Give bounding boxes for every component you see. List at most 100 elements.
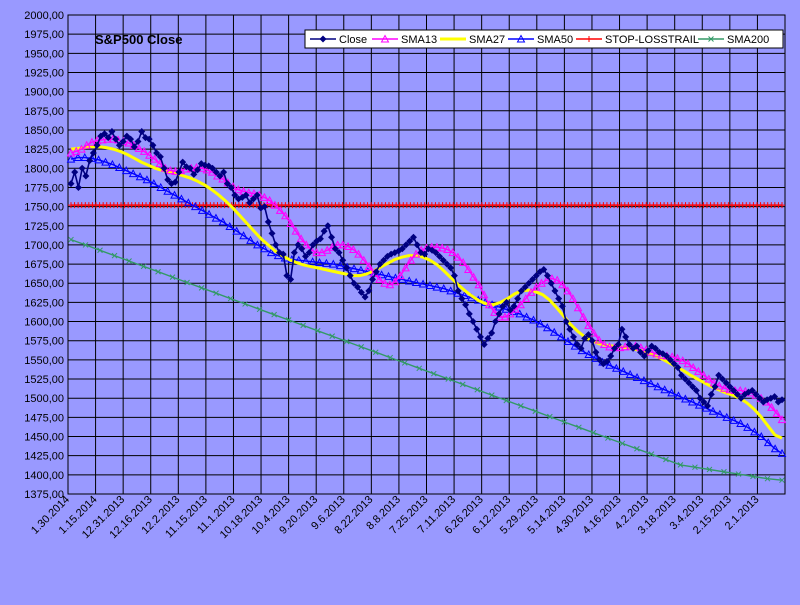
y-tick-label: 1625,00 [24,297,64,309]
data-point [484,334,492,342]
data-point [670,360,678,368]
data-point [458,257,468,267]
data-point [562,318,570,326]
data-point [748,387,756,395]
data-point [177,194,186,203]
data-point [142,175,152,184]
data-point [484,300,494,309]
data-point [443,244,452,254]
data-point [474,280,484,289]
data-point [380,256,388,264]
data-point [588,337,596,345]
data-point [673,353,682,362]
data-point [547,279,555,287]
data-point [683,359,693,368]
data-point [637,348,645,356]
data-point [532,408,539,415]
data-point [169,274,176,280]
data-point [551,287,559,295]
data-point [622,333,630,341]
data-point [503,397,510,404]
data-point [584,331,592,339]
data-point [398,245,406,253]
data-point [529,275,537,283]
data-point [253,240,262,249]
data-point [639,376,649,385]
data-point [364,261,374,270]
data-point [145,150,154,159]
data-point [443,260,451,268]
data-point [771,393,779,401]
data-point [357,288,365,296]
data-point [184,279,190,286]
data-point [67,180,75,188]
data-point [677,462,684,468]
data-point [402,241,410,249]
data-point [666,356,674,364]
data-point [197,205,207,214]
data-point [73,152,83,162]
data-point [365,287,373,295]
data-point [358,343,365,350]
data-point [730,387,738,395]
data-point [218,217,228,226]
data-point [350,279,358,287]
data-point [413,241,421,249]
legend-label: STOP-LOSSTRAIL [605,34,699,46]
data-point [302,252,310,260]
data-point [315,257,324,267]
data-point [556,332,566,341]
y-tick-label: 1400,00 [24,470,64,482]
data-point [605,435,611,441]
series-sma50 [66,152,787,457]
data-point [111,252,118,259]
data-point [579,312,588,321]
data-point [646,379,656,388]
data-point [446,286,455,295]
data-point [699,370,708,379]
data-point [715,409,725,418]
legend-item-close: Close [310,34,367,46]
y-tick-label: 1825,00 [24,144,64,156]
y-tick-label: 1750,00 [24,202,64,214]
data-point [361,293,369,301]
data-point [694,400,704,409]
data-point [736,418,745,427]
data-point [261,203,269,211]
data-point [594,335,604,344]
data-point [644,347,652,355]
data-point [687,397,697,406]
data-point [750,473,756,480]
data-point [68,236,74,243]
data-point [377,270,386,279]
data-point [101,157,110,166]
legend-label: Close [339,34,367,46]
data-point [275,205,285,214]
data-point [540,265,548,273]
data-point [607,352,615,360]
data-point [521,294,531,303]
data-point [149,179,159,188]
data-point [331,245,339,253]
data-point [711,383,719,391]
data-point [223,180,231,188]
data-point [329,333,336,339]
data-point [279,250,287,258]
data-point [112,135,120,143]
y-tick-label: 1550,00 [24,355,64,367]
data-point [324,222,332,230]
series-line [70,238,783,481]
data-point [570,333,578,341]
data-point [542,275,552,284]
data-point [706,466,713,473]
data-point [401,263,410,272]
data-point [618,325,626,333]
data-point [437,243,447,252]
data-point [488,392,495,398]
data-point [135,172,145,181]
data-point [145,135,153,143]
data-point [249,195,257,203]
data-point [140,263,147,270]
data-point [469,318,477,326]
